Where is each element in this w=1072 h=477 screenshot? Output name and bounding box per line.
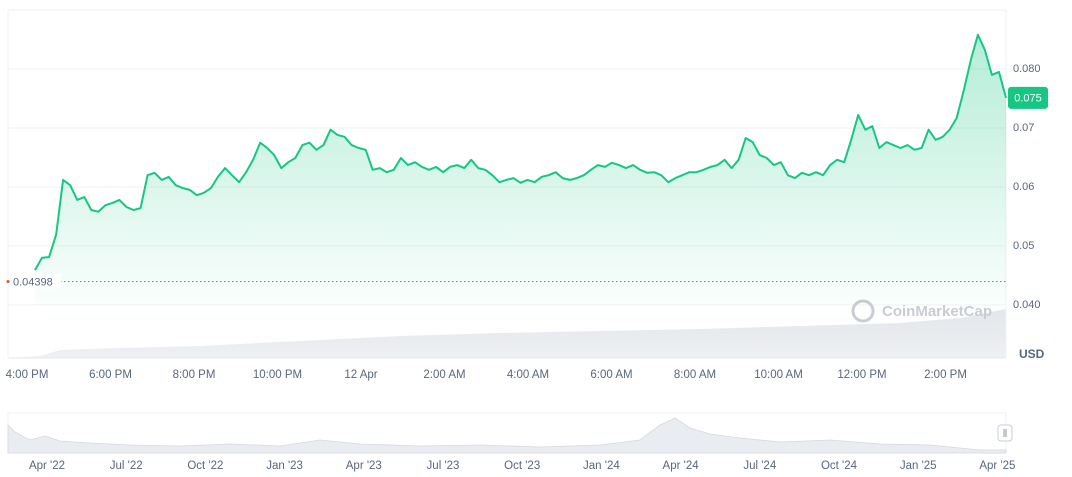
navigator-label: Jan '24 — [583, 460, 620, 472]
navigator-label: Oct '24 — [821, 460, 858, 472]
x-tick-label: 4:00 PM — [6, 369, 49, 381]
x-tick-label: 4:00 AM — [507, 369, 549, 381]
volume-area — [8, 309, 1006, 358]
currency-label: USD — [1019, 347, 1045, 361]
y-tick-label: 0.080 — [1013, 63, 1041, 75]
y-tick-label: 0.040 — [1013, 299, 1041, 311]
navigator-label: Jul '23 — [427, 460, 460, 472]
x-tick-label: 12:00 PM — [837, 369, 886, 381]
watermark-text: CoinMarketCap — [882, 303, 992, 320]
navigator-label: Apr '24 — [663, 460, 700, 472]
price-line — [34, 33, 1007, 271]
x-tick-label: 6:00 PM — [89, 369, 132, 381]
start-price-dot — [6, 279, 10, 283]
navigator-label: Jan '25 — [900, 460, 937, 472]
navigator-label: Jul '24 — [743, 460, 776, 472]
x-tick-label: 2:00 AM — [423, 369, 465, 381]
navigator-label: Jul '22 — [110, 460, 143, 472]
current-price-label: 0.075 — [1014, 92, 1042, 104]
start-price-bg — [11, 273, 61, 289]
x-tick-label: 2:00 PM — [924, 369, 967, 381]
navigator-label: Oct '22 — [187, 460, 223, 472]
navigator-label: Apr '25 — [979, 460, 1015, 472]
navigator-handle[interactable] — [997, 424, 1013, 442]
x-tick-label: 8:00 AM — [674, 369, 716, 381]
x-tick-label: 10:00 AM — [754, 369, 803, 381]
price-area — [35, 34, 1006, 305]
x-tick-label: 10:00 PM — [253, 369, 302, 381]
navigator-area — [7, 417, 1007, 454]
navigator-label: Oct '23 — [504, 460, 540, 472]
x-tick-label: 6:00 AM — [590, 369, 632, 381]
navigator-label: Apr '23 — [346, 460, 382, 472]
current-price-badge — [1008, 86, 1048, 109]
x-tick-label: 8:00 PM — [173, 369, 216, 381]
y-tick-label: 0.06 — [1013, 181, 1034, 193]
start-price-label: 0.04398 — [13, 276, 53, 288]
y-tick-label: 0.07 — [1013, 122, 1034, 134]
y-tick-label: 0.05 — [1013, 240, 1034, 252]
x-tick-label: 12 Apr — [344, 369, 377, 381]
navigator-label: Apr '22 — [29, 460, 65, 472]
navigator-label: Jan '23 — [266, 460, 303, 472]
